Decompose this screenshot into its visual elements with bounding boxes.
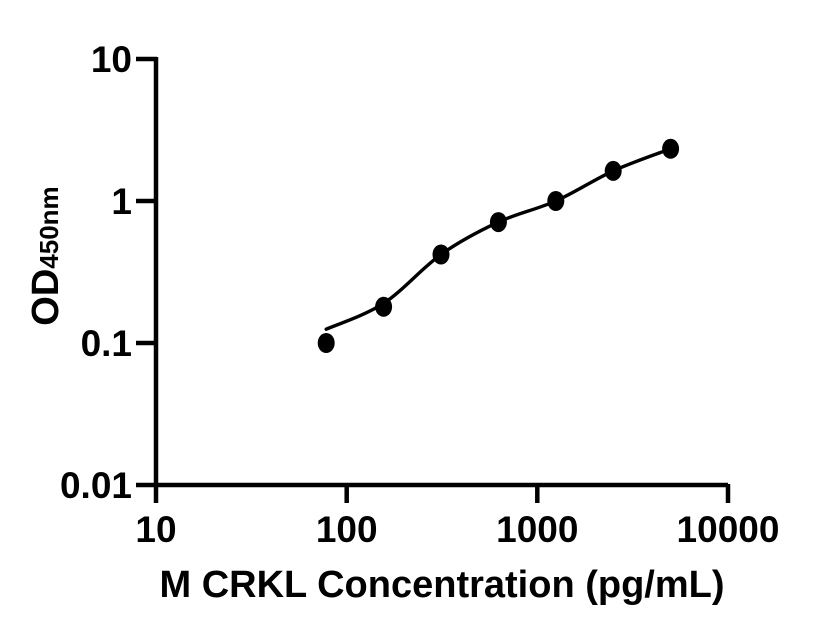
data-point [317,333,335,353]
axis-spine [153,57,728,488]
data-point [604,160,622,181]
y-axis-title-main: OD [25,269,67,326]
x-tick-label: 10 [135,509,176,550]
y-tick-label: 10 [91,39,132,80]
x-tick-labels: 10 100 1000 10000 [135,509,779,550]
data-point [375,296,393,317]
y-axis-title-sub: 450nm [34,186,64,268]
data-point [662,138,680,159]
data-point [432,244,450,265]
x-tick-label: 1000 [496,509,578,550]
data-point [489,212,507,233]
y-tick-label: 0.1 [81,323,132,364]
x-tick-label: 10000 [677,509,780,550]
y-tick-label: 0.01 [60,465,132,506]
x-axis-title: M CRKL Concentration (pg/mL) [159,564,724,606]
y-tick-label: 1 [111,181,132,222]
y-tick-labels: 10 1 0.1 0.01 [60,39,132,506]
data-points [317,138,680,353]
x-tick-label: 100 [316,509,378,550]
data-point [547,191,565,211]
y-axis-title: OD450nm [25,186,67,325]
axes [153,57,728,488]
axis-ticks [136,56,731,503]
